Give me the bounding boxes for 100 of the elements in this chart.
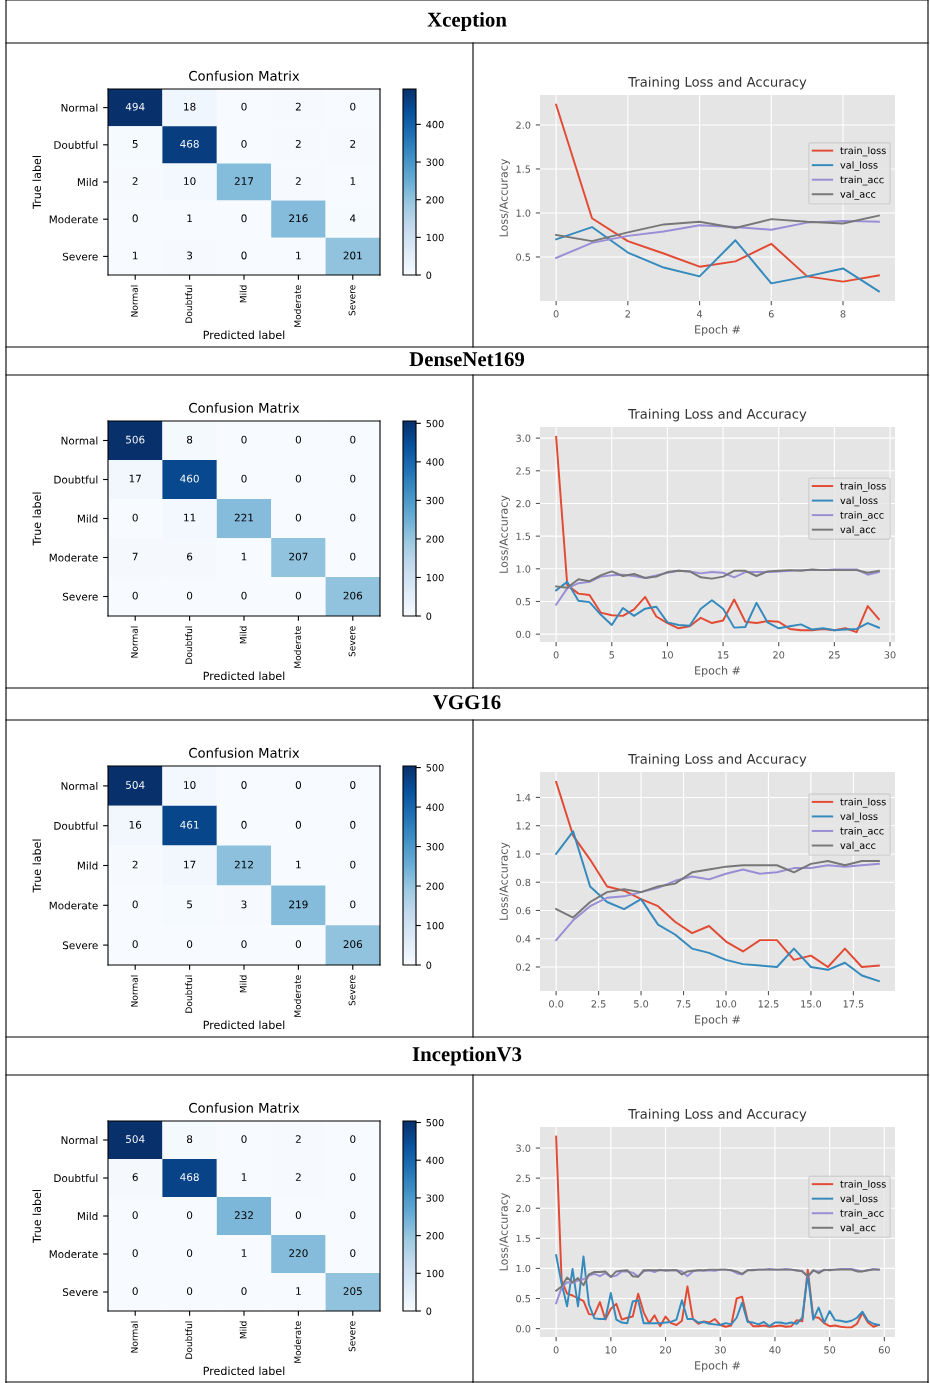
data-label: 221 xyxy=(234,513,253,522)
y-tick-label: 1.4 xyxy=(516,794,531,802)
color-bar-label: 300 xyxy=(426,843,444,851)
data-label: 0 xyxy=(241,940,247,949)
legend-label: train_loss xyxy=(840,482,886,492)
data-label: 17 xyxy=(184,860,196,869)
data-label: 0 xyxy=(241,139,247,148)
data-label: 0 xyxy=(295,781,302,789)
data-label: 0 xyxy=(295,435,302,444)
data-label: 232 xyxy=(234,1211,253,1220)
color-bar-label: 300 xyxy=(426,158,444,166)
y-tick-label: 2.0 xyxy=(516,499,531,508)
data-label: 8 xyxy=(186,435,193,444)
x-tick-label: Severe xyxy=(348,1321,356,1352)
data-label: 0 xyxy=(241,214,247,223)
data-label: 1 xyxy=(241,1249,247,1257)
color-bar-label: 500 xyxy=(426,419,444,428)
x-tick-label: 0 xyxy=(553,310,559,318)
y-tick-label: Normal xyxy=(61,436,98,445)
color-bar-label: 100 xyxy=(426,573,444,582)
y-tick-label: Moderate xyxy=(49,901,98,910)
data-label: 0 xyxy=(132,591,138,600)
legend-label: train_acc xyxy=(840,175,884,186)
x-tick-label: 2.5 xyxy=(591,1000,606,1008)
legend-label: val_loss xyxy=(840,812,878,823)
data-label: 8 xyxy=(186,1135,193,1144)
x-tick-label: Normal xyxy=(130,285,138,317)
x-tick-label: 5 xyxy=(609,651,615,659)
x-tick-label: Severe xyxy=(348,626,356,657)
y-tick-label: 1.0 xyxy=(516,209,531,217)
data-label: 0 xyxy=(350,820,356,829)
data-label: 0 xyxy=(295,1211,302,1220)
x-tick-label: Mild xyxy=(239,285,247,303)
line-series xyxy=(555,226,880,293)
y-tick-label: 1.5 xyxy=(516,1234,531,1243)
data-label: 1 xyxy=(296,860,301,869)
x-tick-label: Normal xyxy=(130,1321,138,1353)
x-tick-label: Moderate xyxy=(294,285,302,327)
data-label: 504 xyxy=(126,781,145,789)
data-label: 506 xyxy=(126,435,145,444)
y-tick-label: 0.6 xyxy=(516,906,531,915)
x-tick-label: 15 xyxy=(717,651,729,659)
data-label: 0 xyxy=(132,900,138,909)
data-label: 7 xyxy=(132,552,138,561)
data-label: 10 xyxy=(184,781,196,789)
y-tick-label: 1.2 xyxy=(516,822,530,830)
text: Xception xyxy=(427,12,507,31)
legend-label: val_acc xyxy=(840,190,876,200)
legend-label: train_loss xyxy=(840,797,886,808)
data-label: 201 xyxy=(343,251,362,260)
legend-label: train_acc xyxy=(840,511,884,521)
data-label: 1 xyxy=(296,251,301,260)
data-label: 0 xyxy=(350,102,356,111)
data-label: 0 xyxy=(350,781,356,789)
y-tick-label: 1.0 xyxy=(516,850,531,858)
x-tick-label: 30 xyxy=(714,1346,726,1354)
data-label: 0 xyxy=(350,1135,356,1144)
y-axis-title: True label xyxy=(32,156,42,210)
data-label: 2 xyxy=(132,177,138,185)
y-tick-label: Mild xyxy=(77,861,98,870)
data-label: 0 xyxy=(295,474,302,483)
x-tick-label: 4 xyxy=(696,310,703,318)
y-tick-label: Doubtful xyxy=(54,821,98,830)
chart-title: Training Loss and Accuracy xyxy=(628,408,807,422)
x-tick-label: 10.0 xyxy=(716,1000,737,1008)
line-series xyxy=(555,214,880,243)
x-tick-label: Moderate xyxy=(294,626,302,668)
chart-title: Training Loss and Accuracy xyxy=(628,753,807,767)
data-label: 494 xyxy=(125,102,145,111)
y-tick-label: Mild xyxy=(77,1212,98,1221)
y-tick-label: Severe xyxy=(62,592,98,601)
legend-label: val_acc xyxy=(840,525,876,536)
y-tick-label: Normal xyxy=(61,781,98,791)
x-tick-label: Mild xyxy=(239,626,247,644)
data-label: 0 xyxy=(350,1249,356,1258)
data-label: 468 xyxy=(180,139,199,148)
y-tick-label: 2.5 xyxy=(516,1174,531,1182)
legend-label: val_acc xyxy=(840,841,876,852)
data-label: 2 xyxy=(350,139,356,148)
y-tick-label: 1.5 xyxy=(516,532,531,540)
y-tick-label: 0.2 xyxy=(516,963,530,971)
data-label: 206 xyxy=(343,591,363,600)
y-tick-label: 1.0 xyxy=(516,565,531,573)
x-tick-label: 10 xyxy=(605,1346,617,1354)
data-label: 6 xyxy=(187,552,193,561)
color-bar-label: 0 xyxy=(426,961,432,969)
data-label: 205 xyxy=(343,1287,362,1296)
data-label: 1 xyxy=(296,1287,301,1295)
data-label: 3 xyxy=(187,251,193,260)
y-tick-label: Doubtful xyxy=(54,140,98,149)
color-bar-label: 100 xyxy=(426,1269,444,1278)
data-label: 2 xyxy=(295,1173,301,1181)
y-tick-label: Severe xyxy=(62,252,98,261)
x-tick-label: 30 xyxy=(884,651,896,659)
x-tick-label: Normal xyxy=(130,975,138,1007)
text: InceptionV3 xyxy=(412,1046,522,1066)
legend-label: train_loss xyxy=(840,146,886,157)
line-series xyxy=(555,860,880,919)
x-tick-label: Doubtful xyxy=(185,285,193,323)
data-label: 0 xyxy=(132,1249,138,1258)
